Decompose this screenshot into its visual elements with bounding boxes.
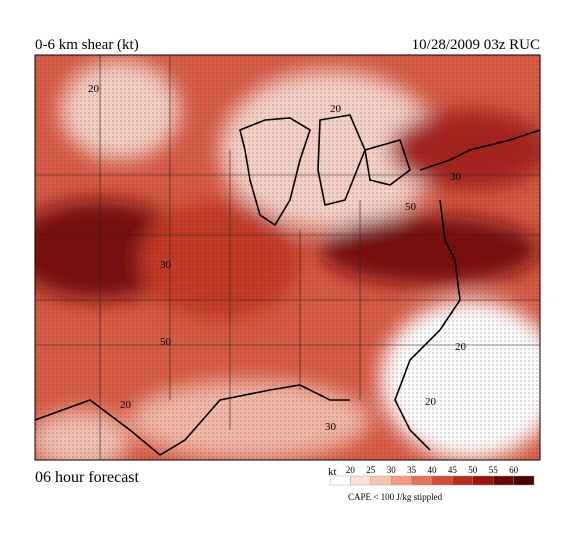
contour-label: 30 <box>450 171 462 183</box>
legend-level: 35 <box>407 465 417 475</box>
legend-level: 30 <box>387 465 397 475</box>
contour-label: 50 <box>160 336 172 348</box>
contour-label: 50 <box>405 201 417 213</box>
contour-label: 20 <box>120 399 132 411</box>
legend-swatch <box>452 475 473 486</box>
legend-swatch <box>370 475 392 486</box>
contour-label: 20 <box>88 83 100 95</box>
forecast-label: 06 hour forecast <box>35 469 140 486</box>
legend-level: 60 <box>509 465 519 475</box>
legend-swatch <box>411 475 433 486</box>
map-title: 0-6 km shear (kt) <box>35 37 139 53</box>
contour-label: 20 <box>425 396 437 408</box>
legend-level: 50 <box>468 465 478 475</box>
legend-swatch <box>391 475 412 486</box>
contour-label: 30 <box>325 421 337 433</box>
legend-swatch <box>493 475 514 486</box>
contour-label: 30 <box>160 259 172 271</box>
legend-swatch <box>513 475 535 486</box>
legend-swatch <box>350 475 371 486</box>
legend-level: 25 <box>366 465 376 475</box>
valid-time: 10/28/2009 03z RUC <box>412 37 540 53</box>
legend-level: 55 <box>489 465 499 475</box>
contour-label: 20 <box>455 341 467 353</box>
legend-unit: kt <box>328 466 337 478</box>
legend-level: 40 <box>428 465 438 475</box>
legend-swatch <box>431 475 453 486</box>
contour-label: 20 <box>330 103 342 115</box>
legend-note: CAPE < 100 J/kg stippled <box>348 492 443 502</box>
legend-level: 20 <box>346 465 356 475</box>
map <box>35 55 540 460</box>
legend-level: 45 <box>448 465 458 475</box>
map-frame <box>34 54 541 461</box>
legend-swatch <box>472 475 494 486</box>
legend-swatch <box>329 475 351 486</box>
